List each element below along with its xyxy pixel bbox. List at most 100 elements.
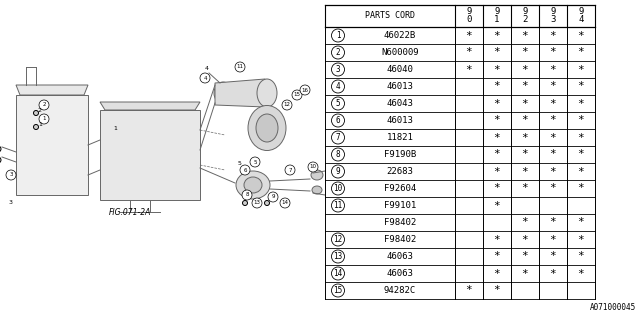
Ellipse shape — [312, 186, 322, 194]
Text: *: * — [466, 65, 472, 75]
Text: *: * — [578, 30, 584, 41]
Text: 46063: 46063 — [387, 269, 413, 278]
Ellipse shape — [311, 170, 323, 180]
Text: *: * — [493, 285, 500, 295]
Circle shape — [332, 182, 344, 195]
Circle shape — [332, 29, 344, 42]
Text: *: * — [550, 132, 556, 142]
Text: 2: 2 — [42, 102, 45, 108]
Text: *: * — [578, 65, 584, 75]
Text: 16: 16 — [301, 87, 308, 92]
Text: *: * — [493, 30, 500, 41]
Text: *: * — [522, 268, 529, 278]
Text: 0: 0 — [467, 15, 472, 25]
Circle shape — [332, 46, 344, 59]
Text: 6: 6 — [336, 116, 340, 125]
Text: 4: 4 — [579, 15, 584, 25]
Text: *: * — [550, 166, 556, 177]
Text: 4: 4 — [205, 66, 209, 71]
Ellipse shape — [257, 79, 277, 107]
Text: 12: 12 — [333, 235, 342, 244]
Text: 11: 11 — [237, 65, 243, 69]
Circle shape — [332, 80, 344, 93]
Circle shape — [332, 148, 344, 161]
Text: 8: 8 — [245, 193, 249, 197]
Text: *: * — [522, 132, 529, 142]
Circle shape — [282, 100, 292, 110]
Text: *: * — [578, 166, 584, 177]
Text: 46040: 46040 — [387, 65, 413, 74]
Text: *: * — [493, 149, 500, 159]
Text: *: * — [578, 132, 584, 142]
Text: *: * — [522, 116, 529, 125]
Text: N600009: N600009 — [381, 48, 419, 57]
Circle shape — [33, 124, 38, 130]
Text: 46022B: 46022B — [384, 31, 416, 40]
Circle shape — [250, 157, 260, 167]
Text: *: * — [493, 268, 500, 278]
Text: *: * — [578, 47, 584, 58]
Text: A071000045: A071000045 — [589, 303, 636, 312]
Text: 9: 9 — [336, 167, 340, 176]
Text: *: * — [550, 252, 556, 261]
Text: 9: 9 — [467, 7, 472, 17]
Text: 4: 4 — [204, 76, 207, 81]
Text: 13: 13 — [253, 201, 260, 205]
Text: PARTS CORD: PARTS CORD — [365, 12, 415, 20]
Text: *: * — [466, 285, 472, 295]
Text: *: * — [493, 183, 500, 194]
Circle shape — [332, 97, 344, 110]
Circle shape — [0, 146, 1, 152]
Circle shape — [39, 114, 49, 124]
Circle shape — [285, 201, 289, 205]
Text: 11821: 11821 — [387, 133, 413, 142]
Text: *: * — [550, 149, 556, 159]
Text: 3: 3 — [550, 15, 556, 25]
Text: *: * — [522, 47, 529, 58]
Circle shape — [33, 110, 38, 116]
Text: *: * — [493, 116, 500, 125]
Text: *: * — [578, 235, 584, 244]
Text: 11: 11 — [333, 201, 342, 210]
Text: 9: 9 — [550, 7, 556, 17]
Circle shape — [200, 73, 210, 83]
Text: 9: 9 — [522, 7, 528, 17]
Text: *: * — [550, 65, 556, 75]
Text: *: * — [493, 82, 500, 92]
Text: F92604: F92604 — [384, 184, 416, 193]
Text: 46043: 46043 — [387, 99, 413, 108]
Text: 3: 3 — [9, 201, 13, 205]
Text: 46063: 46063 — [387, 252, 413, 261]
Circle shape — [280, 198, 290, 208]
Text: *: * — [550, 218, 556, 228]
Text: 4: 4 — [336, 82, 340, 91]
Circle shape — [264, 201, 269, 205]
Ellipse shape — [214, 82, 232, 104]
Text: 9: 9 — [579, 7, 584, 17]
Text: *: * — [550, 47, 556, 58]
Ellipse shape — [256, 114, 278, 142]
Circle shape — [332, 63, 344, 76]
Text: 1: 1 — [494, 15, 500, 25]
Circle shape — [0, 157, 1, 163]
Text: 8: 8 — [336, 150, 340, 159]
Text: *: * — [493, 166, 500, 177]
Text: FIG.071-2A: FIG.071-2A — [109, 208, 151, 217]
Text: *: * — [550, 82, 556, 92]
Text: *: * — [493, 47, 500, 58]
Text: *: * — [522, 149, 529, 159]
Text: 15: 15 — [294, 92, 301, 98]
Text: 6: 6 — [243, 167, 247, 172]
Text: 2: 2 — [522, 15, 528, 25]
Text: F98402: F98402 — [384, 218, 416, 227]
Circle shape — [240, 165, 250, 175]
Text: *: * — [522, 218, 529, 228]
Text: *: * — [493, 235, 500, 244]
Text: *: * — [522, 65, 529, 75]
Text: 3: 3 — [9, 172, 13, 178]
Text: 10: 10 — [333, 184, 342, 193]
Text: 12: 12 — [284, 102, 291, 108]
Text: *: * — [578, 218, 584, 228]
Text: *: * — [522, 166, 529, 177]
Text: *: * — [522, 99, 529, 108]
